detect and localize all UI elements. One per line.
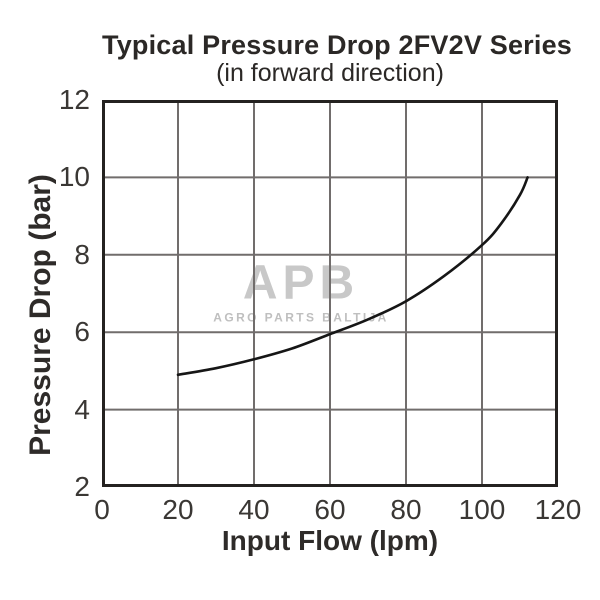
watermark: APB AGRO PARTS BALTIJA bbox=[213, 256, 389, 325]
y-tick-label: 4 bbox=[74, 393, 90, 425]
x-tick-label: 0 bbox=[94, 494, 110, 525]
x-axis-label: Input Flow (lpm) bbox=[221, 525, 439, 556]
plot-area: APB AGRO PARTS BALTIJA bbox=[102, 100, 558, 487]
x-tick-label: 20 bbox=[162, 494, 194, 525]
y-tick-label: 6 bbox=[74, 316, 90, 348]
chart-title: Typical Pressure Drop 2FV2V Series bbox=[102, 30, 573, 60]
y-tick-label: 10 bbox=[58, 161, 90, 193]
y-tick-label: 2 bbox=[74, 471, 90, 502]
x-tick-label: 120 bbox=[534, 494, 582, 525]
x-tick-label: 40 bbox=[238, 494, 270, 525]
plot-canvas bbox=[102, 100, 558, 487]
chart-subtitle: (in forward direction) bbox=[216, 59, 444, 87]
plot-border bbox=[102, 100, 558, 487]
y-tick-label: 12 bbox=[58, 84, 90, 115]
watermark-caption: AGRO PARTS BALTIJA bbox=[213, 310, 389, 325]
x-tick-label: 60 bbox=[314, 494, 346, 525]
pressure-drop-curve bbox=[176, 176, 529, 377]
x-tick-label: 80 bbox=[390, 494, 422, 525]
x-tick-label: 100 bbox=[458, 494, 506, 525]
y-tick-label: 8 bbox=[74, 238, 90, 270]
watermark-logo: APB bbox=[242, 256, 360, 310]
